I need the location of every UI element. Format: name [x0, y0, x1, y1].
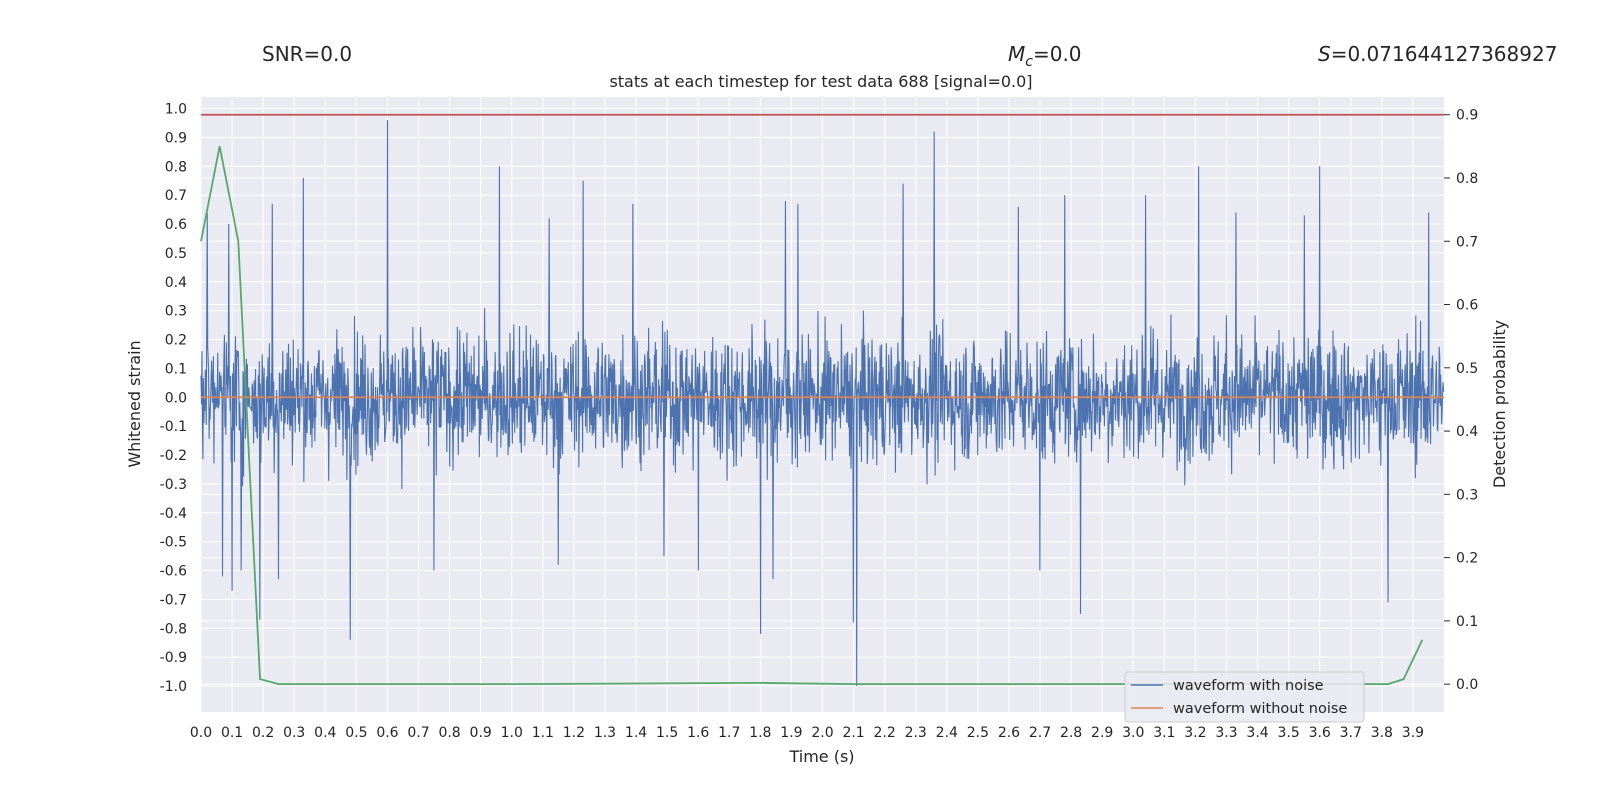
y-tick-label: -0.9: [160, 650, 187, 666]
right-tick-label: 0.3: [1456, 487, 1478, 503]
x-tick-label: 3.9: [1402, 725, 1424, 741]
y-axis-ticks: 1.0 0.9 0.8 0.7 0.6 0.5 0.4 0.3 0.2 0.1 0.0 -0.1 -0.…: [160, 102, 187, 695]
y-tick-label: 1.0: [165, 102, 187, 118]
x-tick-label: 3.6: [1309, 725, 1331, 741]
x-tick-label: 1.3: [594, 725, 616, 741]
y-tick-label: -0.3: [160, 477, 187, 493]
y-axis-label: Whitened strain: [125, 340, 144, 467]
x-tick-label: 1.1: [532, 725, 554, 741]
y-tick-label: -0.1: [160, 419, 187, 435]
y-tick-label: 0.0: [165, 390, 187, 406]
y-tick-label: -0.5: [160, 535, 187, 551]
x-tick-label: 2.8: [1060, 725, 1082, 741]
legend: waveform with noise waveform without noi…: [1124, 671, 1365, 723]
x-tick-label: 2.0: [811, 725, 833, 741]
right-axis-label: Detection probability: [1490, 320, 1509, 488]
right-tick-label: 0.9: [1456, 108, 1478, 124]
right-axis-ticks: 0.9 0.8 0.7 0.6 0.5 0.4 0.3 0.2 0.1 0.0: [1444, 108, 1478, 693]
x-tick-label: 3.5: [1277, 725, 1299, 741]
score-label: S=0.071644127368927: [1318, 42, 1557, 66]
x-tick-label: 2.5: [967, 725, 989, 741]
score-symbol: S: [1318, 42, 1331, 66]
x-tick-label: 1.2: [563, 725, 585, 741]
y-tick-label: 0.8: [165, 159, 187, 175]
y-tick-label: -0.4: [160, 506, 187, 522]
x-axis-ticks: 0.0 0.1 0.2 0.3 0.4 0.5 0.6 0.7 0.8 0.9 1.0 1.1 1.2 1…: [190, 725, 1424, 741]
y-tick-label: 0.7: [165, 188, 187, 204]
x-tick-label: 1.6: [687, 725, 709, 741]
x-tick-label: 1.7: [718, 725, 740, 741]
chirp-mass-subscript: c: [1025, 54, 1033, 70]
x-tick-label: 3.8: [1371, 725, 1393, 741]
x-tick-label: 0.3: [283, 725, 305, 741]
y-tick-label: -0.8: [160, 621, 187, 637]
chirp-mass-label: Mc=0.0: [1008, 42, 1082, 70]
chirp-mass-value: =0.0: [1033, 42, 1082, 66]
right-tick-label: 0.0: [1456, 677, 1478, 693]
x-tick-label: 1.9: [780, 725, 802, 741]
overlay-series: [200, 113, 1444, 686]
y-tick-label: 0.3: [165, 304, 187, 320]
x-tick-label: 3.0: [1122, 725, 1144, 741]
right-tick-label: 0.6: [1456, 298, 1478, 314]
x-axis-label: Time (s): [788, 747, 854, 766]
y-tick-label: -0.2: [160, 448, 187, 464]
y-tick-label: 0.4: [165, 275, 187, 291]
x-tick-label: 2.7: [1029, 725, 1051, 741]
x-tick-label: 2.9: [1091, 725, 1113, 741]
right-tick-label: 0.8: [1456, 171, 1478, 187]
x-tick-label: 2.2: [874, 725, 896, 741]
x-tick-label: 1.0: [501, 725, 523, 741]
legend-entry-noise: waveform with noise: [1173, 678, 1324, 694]
y-tick-label: 0.6: [165, 217, 187, 233]
right-tick-label: 0.4: [1456, 424, 1478, 440]
waveform-with-noise-series: [200, 120, 1445, 687]
waveform-with-noise-line: [200, 120, 1445, 687]
x-tick-label: 1.8: [749, 725, 771, 741]
x-tick-label: 3.7: [1340, 725, 1362, 741]
x-tick-label: 0.0: [190, 725, 212, 741]
y-tick-label: -0.7: [160, 592, 187, 608]
chirp-mass-symbol: M: [1008, 42, 1025, 66]
x-tick-label: 3.1: [1153, 725, 1175, 741]
right-tick-label: 0.2: [1456, 551, 1478, 567]
detection-probability-line: [200, 146, 1424, 686]
x-tick-label: 1.5: [656, 725, 678, 741]
y-tick-label: -1.0: [160, 679, 187, 695]
legend-entry-clean: waveform without noise: [1173, 701, 1347, 717]
x-tick-label: 0.5: [345, 725, 367, 741]
x-tick-label: 0.1: [221, 725, 243, 741]
y-tick-label: 0.5: [165, 246, 187, 262]
x-tick-label: 0.6: [376, 725, 398, 741]
y-tick-label: -0.6: [160, 564, 187, 580]
snr-label: SNR=0.0: [262, 42, 352, 66]
right-tick-label: 0.5: [1456, 361, 1478, 377]
x-tick-label: 0.8: [438, 725, 460, 741]
x-tick-label: 2.6: [998, 725, 1020, 741]
x-tick-label: 0.7: [407, 725, 429, 741]
legend-box: [1124, 671, 1365, 723]
y-tick-label: 0.2: [165, 333, 187, 349]
chart-title: stats at each timestep for test data 688…: [609, 72, 1032, 91]
y-tick-label: 0.1: [165, 361, 187, 377]
x-tick-label: 1.4: [625, 725, 647, 741]
x-tick-label: 0.9: [470, 725, 492, 741]
x-tick-label: 0.4: [314, 725, 336, 741]
x-tick-label: 2.1: [842, 725, 864, 741]
x-tick-label: 0.2: [252, 725, 274, 741]
y-tick-label: 0.9: [165, 130, 187, 146]
x-tick-label: 2.4: [936, 725, 958, 741]
x-tick-label: 3.4: [1246, 725, 1268, 741]
x-tick-label: 3.3: [1215, 725, 1237, 741]
score-value: =0.071644127368927: [1331, 42, 1558, 66]
x-tick-label: 2.3: [905, 725, 927, 741]
right-tick-label: 0.7: [1456, 234, 1478, 250]
right-tick-label: 0.1: [1456, 614, 1478, 630]
x-tick-label: 3.2: [1184, 725, 1206, 741]
